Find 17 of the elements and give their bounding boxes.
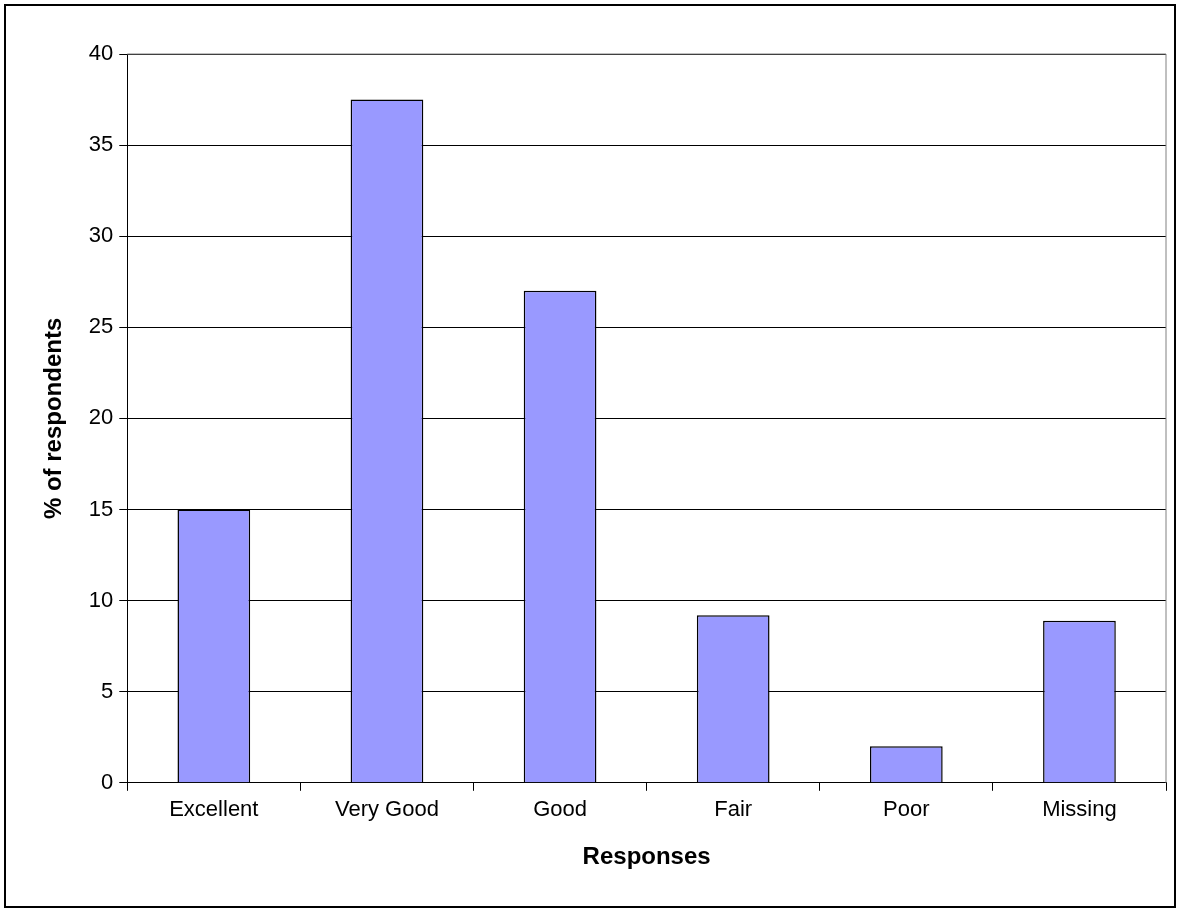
- x-tick-label: Poor: [883, 796, 930, 822]
- y-tick-label: 10: [88, 586, 114, 612]
- y-tick-label: 20: [88, 404, 114, 430]
- x-axis-title: Responses: [582, 842, 711, 870]
- y-tick-label: 15: [88, 495, 114, 521]
- y-tick-label: 35: [88, 131, 114, 157]
- x-tick-label: Missing: [1042, 796, 1117, 822]
- y-tick-label: 40: [88, 40, 114, 66]
- y-tick-label: 0: [101, 768, 114, 794]
- y-axis-title: % of respondents: [39, 317, 67, 520]
- x-tick-label: Very Good: [334, 796, 439, 822]
- x-tick-label: Excellent: [169, 796, 259, 822]
- y-tick-label: 5: [101, 677, 114, 703]
- x-tick-label: Good: [533, 796, 587, 822]
- y-tick-label: 25: [88, 313, 114, 339]
- x-tick-label: Fair: [714, 796, 753, 822]
- y-tick-label: 30: [88, 222, 114, 248]
